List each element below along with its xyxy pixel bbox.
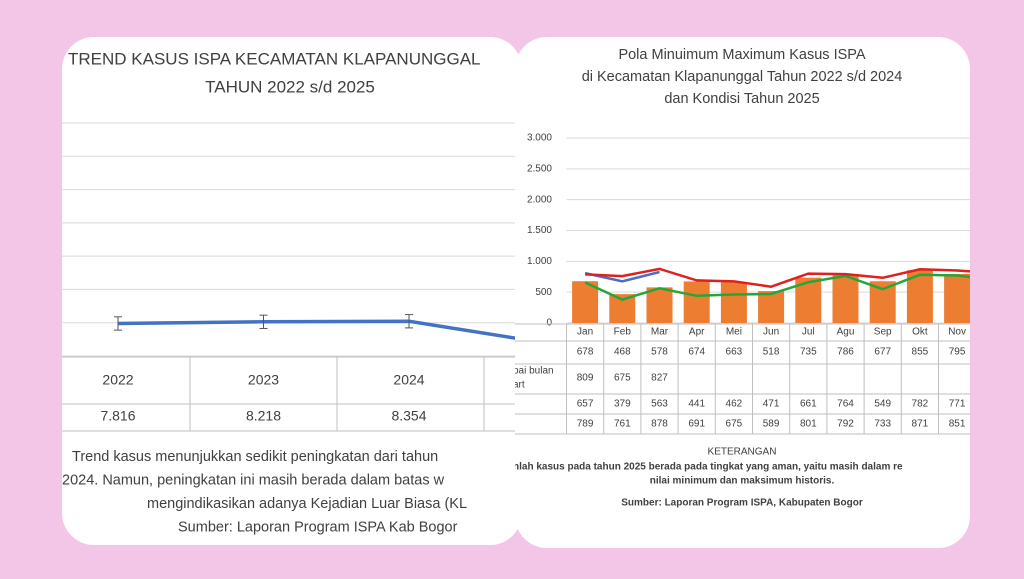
table-value: 661	[800, 399, 817, 410]
note: 2024. Namun, peningkatan ini masih berad…	[62, 472, 445, 488]
table-value: 782	[912, 399, 929, 410]
note: nilai minimum dan maksimum historis.	[650, 476, 835, 487]
bar	[646, 287, 673, 323]
table-header: 2023	[248, 372, 279, 388]
row-label: art	[513, 380, 525, 391]
table-value: 8.354	[391, 408, 426, 424]
y-tick-label: 3.000	[527, 133, 552, 144]
x-tick-label: Jan	[577, 327, 593, 338]
x-tick-label: Mei	[726, 327, 742, 338]
chart-title: di Kecamatan Klapanunggal Tahun 2022 s/d…	[582, 69, 903, 85]
note: Sumber: Laporan Program ISPA Kab Bogor	[178, 519, 458, 535]
x-tick-label: Sep	[874, 327, 892, 338]
table-value: 518	[763, 347, 780, 358]
bar	[832, 274, 859, 323]
row-label: pai bulan	[513, 366, 554, 377]
trend-line	[117, 319, 522, 347]
x-tick-label: Feb	[614, 327, 632, 338]
table-value: 7.816	[100, 408, 135, 424]
bar	[869, 281, 896, 323]
table-value: 789	[577, 419, 594, 430]
x-tick-label: Okt	[912, 327, 928, 338]
y-tick-label: 2.500	[527, 163, 552, 174]
x-tick-label: Jul	[802, 327, 815, 338]
table-value: 441	[688, 399, 705, 410]
source: Sumber: Laporan Program ISPA, Kabupaten …	[621, 498, 863, 509]
y-tick-label: 2.000	[527, 194, 552, 205]
table-value: 471	[763, 399, 780, 410]
table-value: 589	[763, 419, 780, 430]
table-header: 2022	[102, 372, 133, 388]
x-tick-label: Jun	[763, 327, 779, 338]
table-value: 675	[614, 373, 631, 384]
x-tick-label: Mar	[651, 327, 669, 338]
bar	[572, 281, 599, 323]
right-panel: Pola Minuimum Maximum Kasus ISPA di Kecam…	[513, 37, 970, 548]
x-tick-label: Agu	[837, 327, 855, 338]
table-value: 663	[726, 347, 743, 358]
table-value: 827	[651, 373, 668, 384]
left-panel: TREND KASUS ISPA KECAMATAN KLAPANUNGGAL T…	[62, 37, 522, 545]
table-value: 468	[614, 347, 631, 358]
table-value: 764	[837, 399, 854, 410]
table-value: 674	[688, 347, 705, 358]
bar	[720, 282, 747, 323]
series-line	[585, 267, 970, 288]
table-value: 733	[874, 419, 891, 430]
table-value: 691	[688, 419, 705, 430]
note-heading: KETERANGAN	[708, 447, 777, 458]
table-value: 851	[949, 419, 966, 430]
table-value: 878	[651, 419, 668, 430]
table-value: 801	[800, 419, 817, 430]
error-bar	[405, 314, 413, 329]
table-value: 675	[726, 419, 743, 430]
y-tick-label: 500	[535, 287, 552, 298]
table-value: 795	[949, 347, 966, 358]
table-value: 771	[949, 399, 966, 410]
x-tick-label: Apr	[689, 327, 705, 338]
series-line	[584, 273, 970, 301]
chart-title: TREND KASUS ISPA KECAMATAN KLAPANUNGGAL	[68, 49, 481, 68]
table-value: 761	[614, 419, 631, 430]
table-value: 657	[577, 399, 594, 410]
chart-title: dan Kondisi Tahun 2025	[664, 91, 819, 107]
table-header: 2024	[393, 372, 424, 388]
table-value: 678	[577, 347, 594, 358]
error-bar	[259, 314, 268, 329]
chart-subtitle: TAHUN 2022 s/d 2025	[205, 77, 375, 96]
chart-title: Pola Minuimum Maximum Kasus ISPA	[618, 47, 865, 63]
table-value: 792	[837, 419, 854, 430]
table-value: 809	[577, 373, 594, 384]
note: nlah kasus pada tahun 2025 berada pada t…	[513, 462, 903, 473]
table-value: 549	[874, 399, 891, 410]
table-value: 578	[651, 347, 668, 358]
table-value: 8.218	[246, 408, 281, 424]
table-value: 871	[912, 419, 929, 430]
note: mengindikasikan adanya Kejadian Luar Bia…	[147, 496, 467, 512]
note: Trend kasus menunjukkan sedikit peningka…	[72, 449, 438, 465]
table-value: 379	[614, 399, 631, 410]
table-value: 735	[800, 347, 817, 358]
y-tick-label: 0	[546, 318, 552, 329]
table-value: 786	[837, 347, 854, 358]
table-value: 462	[726, 399, 743, 410]
bar	[944, 273, 970, 323]
y-tick-label: 1.500	[527, 225, 552, 236]
error-bar	[114, 316, 122, 331]
bar	[683, 281, 710, 323]
panel-bg	[62, 37, 522, 545]
table-value: 563	[651, 399, 668, 410]
y-tick-label: 1.000	[527, 256, 552, 267]
table-value: 677	[874, 347, 891, 358]
table-value: 855	[912, 347, 929, 358]
x-tick-label: Nov	[948, 327, 966, 338]
bar	[758, 291, 785, 323]
